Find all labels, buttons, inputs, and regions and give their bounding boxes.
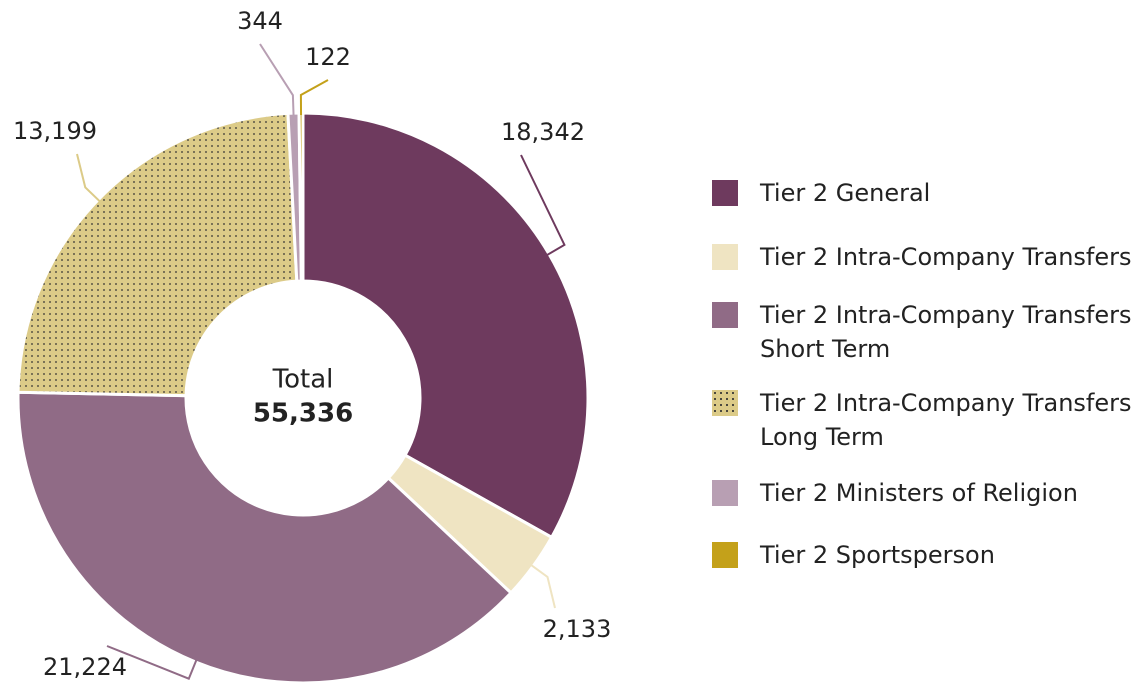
center-label: Total [272,365,334,395]
chart: 122 344 13,199 21,224 2,133 18,342 Total 55,33… [13,7,612,683]
legend-swatch [712,390,738,416]
legend-swatch [712,542,738,568]
value-label: 2,133 [543,615,612,643]
legend-label: Tier 2 Intra-Company Transfers Short Ter… [760,301,1132,363]
slice [301,111,590,540]
legend-item: Tier 2 Ministers of Religion [712,476,1132,510]
slice [16,390,514,683]
legend-item: Tier 2 General [712,176,1132,210]
legend-label: Tier 2 General [760,179,931,207]
legend-item: Tier 2 Intra-Company Transfers Long Term [712,386,1132,454]
legend-swatch [712,302,738,328]
legend-label: Tier 2 Ministers of Religion [760,479,1078,507]
center-total: 55,336 [253,399,353,429]
slice [16,111,299,398]
legend-item: Tier 2 Intra-Company Transfers [712,240,1132,274]
legend: Tier 2 General Tier 2 Intra-Company Trans… [712,176,1132,572]
value-label: 122 [305,43,351,71]
legend-item: Tier 2 Sportsperson [712,538,1132,572]
leader-line [259,43,295,116]
value-label: 13,199 [13,117,97,145]
leader-line [299,79,329,116]
legend-item: Tier 2 Intra-Company Transfers Short Ter… [712,298,1132,366]
leader-line [106,645,198,680]
legend-swatch [712,480,738,506]
legend-swatch [712,180,738,206]
leader-line [530,564,556,609]
legend-label: Tier 2 Intra-Company Transfers Long Term [760,389,1132,451]
legend-label: Tier 2 Intra-Company Transfers [760,243,1132,271]
value-label: 344 [237,7,283,35]
leader-line [76,153,101,202]
value-label: 18,342 [501,118,585,146]
legend-label: Tier 2 Sportsperson [760,541,995,569]
value-label: 21,224 [43,653,127,681]
leader-line [520,154,566,256]
slice [297,111,305,283]
legend-swatch [712,244,738,270]
